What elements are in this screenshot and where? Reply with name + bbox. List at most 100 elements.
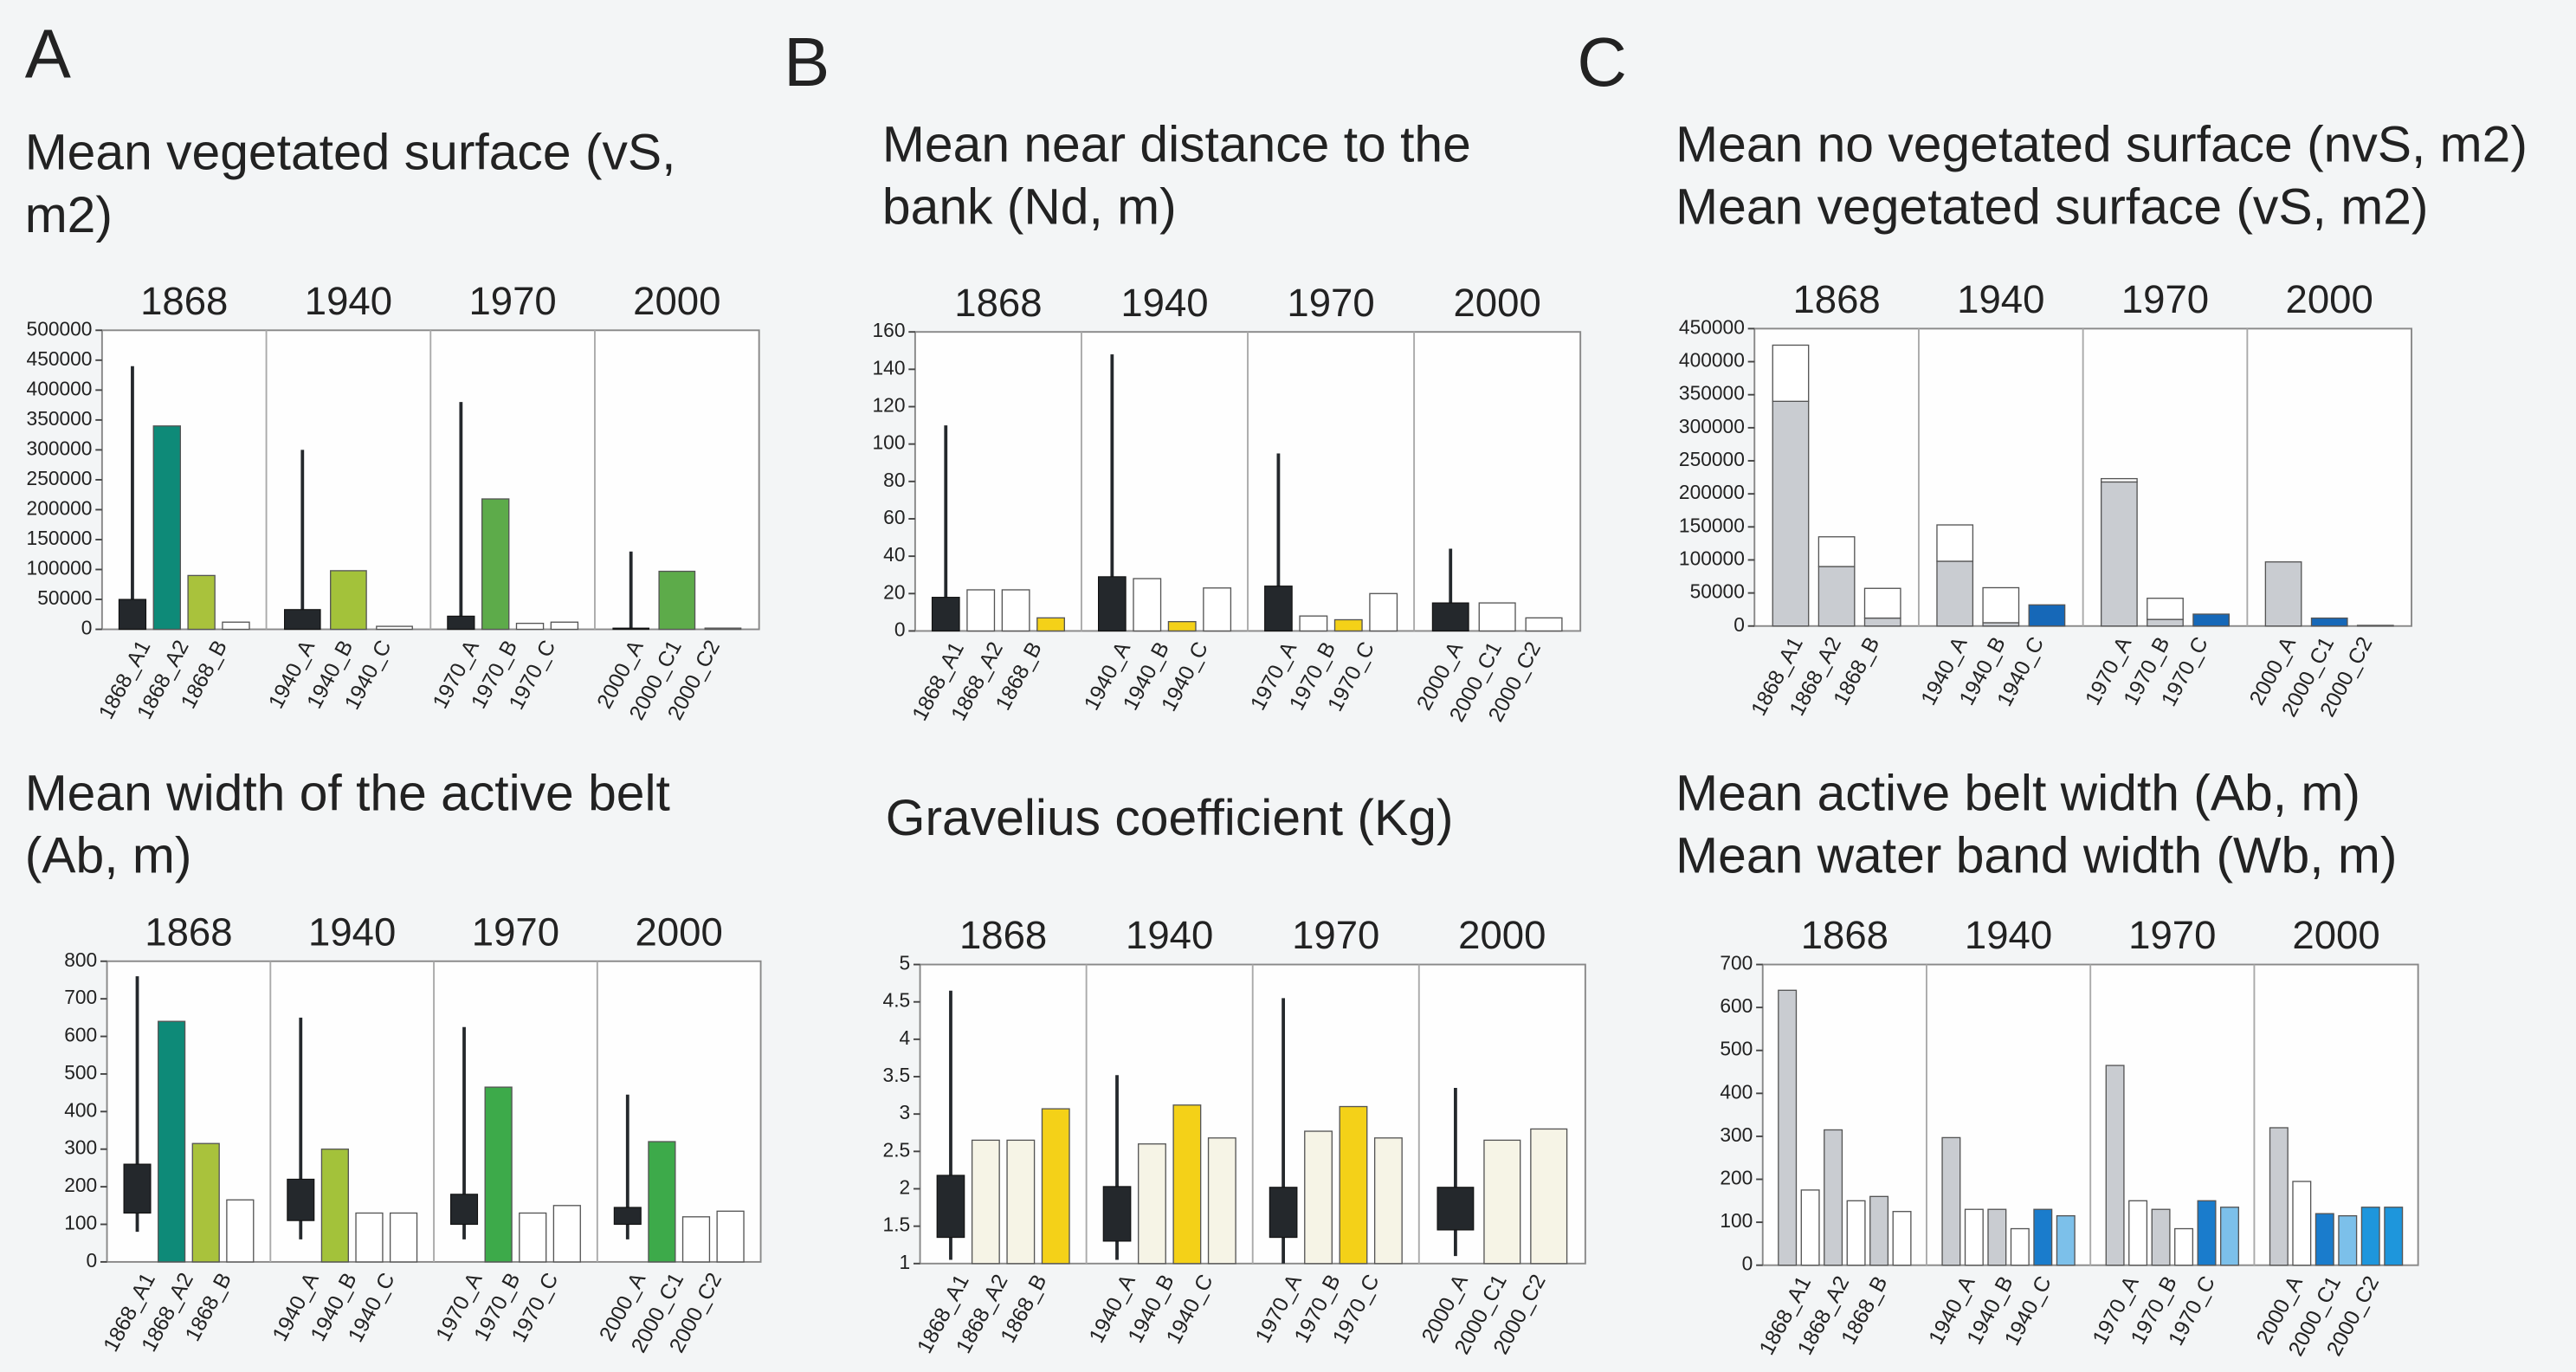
y-tick-label: 400 [1720, 1080, 1753, 1103]
bar-segment [1987, 1208, 2007, 1266]
bar-segment [552, 1205, 581, 1263]
y-tick-label: 250000 [27, 467, 93, 489]
bar-segment [1138, 1143, 1166, 1265]
bar-segment [1982, 586, 2020, 624]
bar-segment [2128, 1200, 2148, 1266]
bar-segment [1936, 524, 1974, 562]
bar-segment [1863, 587, 1901, 619]
group-label: 1970 [472, 909, 559, 954]
bar-segment [1525, 617, 1563, 632]
bar-segment [704, 627, 742, 631]
box [931, 597, 960, 632]
y-tick-label: 3 [900, 1101, 911, 1123]
bar-segment [2147, 598, 2184, 620]
group-label: 1940 [1965, 913, 2052, 957]
group-label: 1868 [145, 909, 232, 954]
bar-segment [1824, 1129, 1843, 1266]
y-tick-label: 50000 [1690, 580, 1745, 603]
y-tick-label: 100 [873, 431, 906, 454]
bar-segment [1036, 617, 1065, 632]
y-tick-label: 150000 [27, 527, 93, 549]
group-label: 1868 [140, 279, 228, 323]
y-tick-label: 80 [883, 469, 905, 491]
group-label: 2000 [1458, 913, 1546, 957]
y-tick-label: 300 [1720, 1123, 1753, 1146]
chart-title: (Ab, m) [25, 828, 192, 884]
box [612, 627, 649, 631]
bar-segment [1203, 587, 1232, 632]
y-tick-label: 400 [64, 1098, 97, 1121]
y-tick-label: 300 [64, 1136, 97, 1159]
group-label: 1868 [959, 913, 1047, 957]
y-tick-label: 250000 [1679, 448, 1745, 470]
bar-segment [2147, 618, 2184, 627]
bar-segment [2310, 617, 2348, 627]
bar-segment [648, 1141, 676, 1263]
y-tick-label: 120 [873, 394, 906, 417]
bar-segment [2315, 1213, 2334, 1266]
panel-letter: B [784, 23, 830, 100]
y-tick-label: 700 [64, 986, 97, 1008]
bar-segment [515, 622, 545, 631]
group-label: 1940 [1126, 913, 1213, 957]
box [118, 599, 147, 631]
bar-segment [2028, 604, 2066, 627]
y-tick-label: 200000 [1679, 481, 1745, 503]
bar-segment [519, 1212, 547, 1263]
y-tick-label: 0 [1733, 613, 1745, 636]
y-tick-label: 800 [64, 948, 97, 971]
bar-segment [226, 1199, 255, 1263]
y-tick-label: 100000 [27, 557, 93, 579]
y-tick-label: 100000 [1679, 547, 1745, 569]
bar-segment [2192, 613, 2230, 627]
chart-title: Mean near distance to the [882, 116, 1471, 172]
y-tick-label: 150000 [1679, 514, 1745, 536]
bar-segment [971, 1139, 1000, 1265]
y-tick-label: 300000 [27, 437, 93, 459]
y-tick-label: 2.5 [883, 1138, 911, 1161]
bar-segment [1869, 1195, 1889, 1266]
bar-segment [152, 425, 181, 631]
box [123, 1163, 152, 1214]
bar-segment [1800, 1189, 1820, 1266]
bar-segment [1483, 1139, 1521, 1265]
bar-segment [658, 570, 696, 631]
panel-letter: C [1577, 23, 1627, 100]
y-tick-label: 300000 [1679, 415, 1745, 437]
y-tick-label: 0 [87, 1249, 98, 1272]
bar-segment [1333, 618, 1363, 632]
y-tick-label: 200 [1720, 1167, 1753, 1189]
bar-segment [1772, 400, 1810, 627]
group-label: 1970 [1292, 913, 1379, 957]
group-label: 1940 [308, 909, 396, 954]
y-tick-label: 600 [1720, 994, 1753, 1017]
y-tick-label: 500 [1720, 1038, 1753, 1060]
y-tick-label: 450000 [27, 347, 93, 370]
y-tick-label: 450000 [1679, 315, 1745, 338]
group-label: 2000 [1453, 281, 1540, 325]
y-tick-label: 1.5 [883, 1213, 911, 1236]
y-tick-label: 200000 [27, 496, 93, 519]
y-tick-label: 350000 [27, 407, 93, 430]
bar-segment [2151, 1208, 2171, 1266]
bar-segment [1339, 1105, 1368, 1265]
bar-segment [2101, 477, 2138, 483]
bar-segment [1304, 1130, 1333, 1265]
y-tick-label: 0 [81, 617, 93, 639]
bar-segment [1172, 1104, 1202, 1265]
bar-segment [1964, 1208, 1984, 1266]
group-label: 1970 [2121, 277, 2209, 321]
bar-segment [2010, 1227, 2030, 1266]
y-tick-label: 100 [64, 1212, 97, 1234]
box [1431, 602, 1469, 632]
y-tick-label: 0 [1742, 1252, 1753, 1275]
chart-title: Mean vegetated surface (vS, [25, 125, 676, 181]
y-tick-label: 20 [883, 580, 905, 603]
y-tick-label: 600 [64, 1024, 97, 1046]
y-tick-label: 5 [900, 952, 911, 974]
bar-segment [191, 1142, 220, 1263]
box [1269, 1187, 1298, 1239]
bar-segment [1369, 592, 1398, 632]
